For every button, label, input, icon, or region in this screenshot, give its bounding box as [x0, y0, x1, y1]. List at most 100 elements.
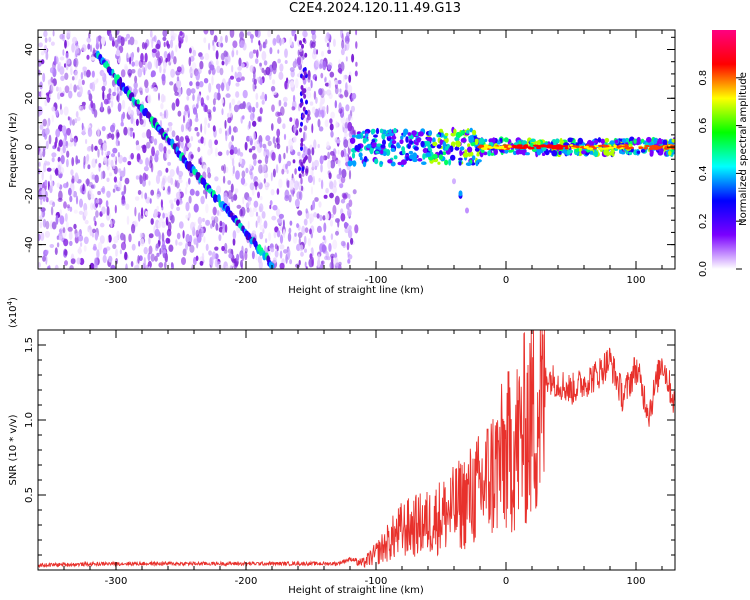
- spectrogram-cell: [135, 140, 140, 146]
- spectrogram-cell: [321, 244, 327, 253]
- spectrogram-cell: [95, 198, 100, 204]
- spectrogram-cell: [66, 158, 69, 168]
- spectrogram-cell: [133, 88, 138, 95]
- spectrogram-cell: [199, 260, 204, 266]
- spectrogram-cell: [58, 190, 63, 201]
- spectrogram-cell: [190, 154, 194, 159]
- spectrogram-cell: [176, 232, 181, 240]
- spectrogram-cell: [54, 168, 59, 175]
- spectrogram-cell: [221, 98, 224, 104]
- spectrogram-cell: [325, 187, 329, 194]
- spectrogram-cell: [91, 158, 97, 168]
- spectrogram-cell: [214, 246, 219, 251]
- spectrogram-cell: [197, 146, 201, 153]
- spectrogram-cell: [257, 191, 260, 199]
- spectrogram-cell: [214, 139, 219, 146]
- spectrogram-cell: [211, 67, 216, 75]
- spectrogram-cell: [232, 194, 238, 201]
- spectrogram-cell: [263, 60, 268, 66]
- spectrogram-cell: [203, 37, 207, 44]
- spectrogram-cell: [194, 127, 199, 132]
- spectrogram-cell: [233, 146, 238, 155]
- spectrogram-cell: [227, 128, 230, 137]
- spectrogram-cell: [148, 266, 151, 269]
- spectrogram-cell: [317, 118, 321, 128]
- band-core-cell: [583, 146, 589, 149]
- band-cell: [551, 150, 558, 157]
- spectrogram-cell: [195, 255, 199, 262]
- spectrogram-cell: [318, 177, 321, 183]
- spectrogram-cell: [50, 41, 55, 46]
- spectrogram-cell: [44, 230, 51, 238]
- spectrogram-cell: [194, 117, 199, 123]
- spectrogram-cell: [242, 196, 245, 205]
- spectrogram-cell: [326, 42, 329, 48]
- spectrogram-cell: [216, 209, 220, 216]
- band-core-cell: [564, 147, 569, 150]
- spectrogram-cell: [247, 220, 250, 230]
- band-cell: [415, 141, 419, 146]
- spectrogram-cell: [165, 57, 168, 63]
- spectrogram-cell: [335, 230, 339, 236]
- spectrogram-cell: [169, 199, 174, 204]
- spectrogram-cell: [126, 215, 130, 225]
- spectrogram-cell: [324, 77, 327, 83]
- band-cell: [581, 150, 586, 155]
- spectrogram-cell: [102, 90, 105, 101]
- spectrogram-cell: [113, 236, 119, 244]
- band-core-cell: [532, 144, 540, 147]
- spectrogram-cell: [340, 213, 346, 222]
- spectrogram-cell: [303, 235, 307, 245]
- spectrogram-cell: [327, 151, 330, 160]
- spectrogram-cell: [155, 243, 160, 249]
- spectrogram-cell: [330, 233, 334, 241]
- spectrogram-cell: [258, 40, 261, 46]
- spectrogram-cell: [65, 58, 71, 65]
- spectrogram-cell: [319, 214, 323, 221]
- trace-cell: [304, 109, 308, 115]
- spectrogram-cell: [221, 221, 225, 228]
- spectrogram-cell: [255, 253, 258, 261]
- band-core-cell: [507, 145, 512, 148]
- spectrogram-cell: [71, 76, 75, 81]
- spectrogram-cell: [155, 150, 160, 157]
- y-tick-label: 40: [24, 43, 35, 56]
- spectrogram-cell: [227, 180, 232, 185]
- spectrogram-cell: [192, 93, 195, 102]
- spectrogram-cell: [81, 101, 86, 106]
- spectrogram-cell: [342, 193, 348, 200]
- spectrogram-cell: [304, 261, 307, 268]
- spectrogram-cell: [38, 233, 41, 242]
- spectrogram-cell: [276, 128, 281, 137]
- spectrogram-cell: [76, 257, 81, 265]
- spectrogram-cell: [62, 227, 66, 234]
- spectrogram-cell: [46, 197, 49, 203]
- spectrogram-cell: [301, 225, 306, 235]
- spectrogram-cell: [241, 76, 245, 81]
- spectrogram-cell: [102, 71, 105, 78]
- spectrogram-cell: [125, 263, 128, 269]
- spectrogram-cell: [284, 80, 289, 90]
- spectrogram-cell: [60, 75, 65, 82]
- spectrogram-cell: [149, 198, 152, 204]
- trace-cell: [118, 76, 123, 85]
- band-core-cell: [529, 146, 535, 150]
- spectrogram-cell: [248, 148, 253, 153]
- spectrogram-cell: [238, 57, 242, 67]
- spectrogram-cell: [167, 238, 171, 244]
- spectrogram-cell: [207, 173, 212, 179]
- spectrogram-cell: [70, 65, 73, 75]
- spectrogram-cell: [133, 81, 138, 89]
- spectrogram-cell: [310, 80, 313, 89]
- spectrogram-cell: [302, 30, 308, 38]
- spectrogram-cell: [257, 116, 261, 122]
- spectrogram-cell: [284, 48, 288, 58]
- spectrogram-cell: [259, 231, 264, 240]
- spectrogram-cell: [294, 232, 297, 237]
- spectrogram-cell: [94, 231, 99, 241]
- spectrogram-cell: [286, 160, 292, 167]
- spectrogram-cell: [218, 234, 222, 242]
- spectrogram-cell: [165, 151, 170, 160]
- spectrogram-cell: [261, 99, 265, 105]
- spectrogram-cell: [62, 144, 66, 154]
